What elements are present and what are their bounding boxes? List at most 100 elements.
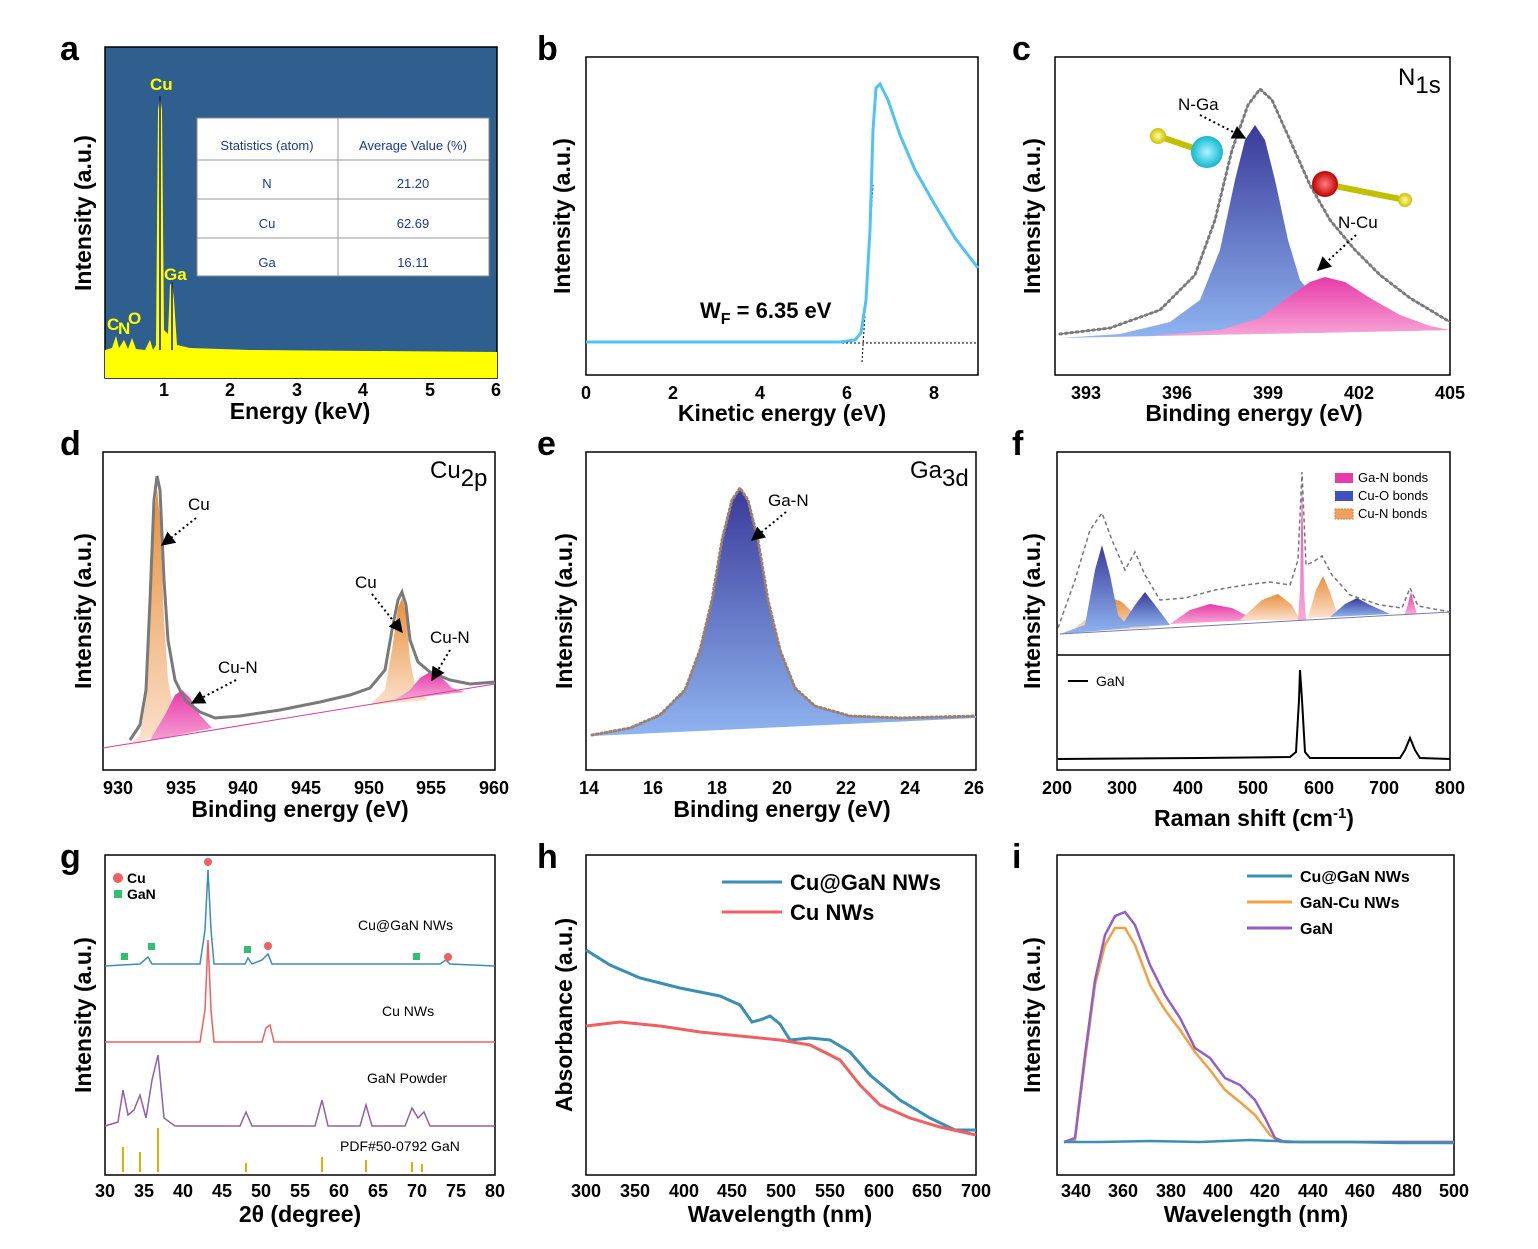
tick-label: 500 bbox=[1238, 778, 1268, 798]
peak-fill-ga-n-738 bbox=[1405, 592, 1417, 614]
x-ticks-c: 393 396 399 402 405 bbox=[1071, 383, 1465, 403]
y-axis-label-i: Intensity (a.u.) bbox=[1019, 937, 1045, 1093]
y-axis-label-g: Intensity (a.u.) bbox=[70, 937, 96, 1093]
panel-g: g Cu GaN Cu@GaN NWs Cu NWs GaN Powder PD… bbox=[60, 838, 505, 1227]
tick-label: 6 bbox=[491, 380, 501, 400]
peak-fill-ga-n-435 bbox=[1170, 604, 1255, 624]
cu-marker bbox=[444, 953, 452, 961]
panel-letter-i: i bbox=[1012, 838, 1021, 876]
tick-label: 20 bbox=[772, 778, 792, 798]
legend-label-cu-o: Cu-O bonds bbox=[1358, 488, 1429, 503]
arrow-n-cu bbox=[1316, 234, 1357, 271]
plot-frame-c bbox=[1054, 56, 1451, 376]
y-axis-label-f: Intensity (a.u.) bbox=[1019, 533, 1045, 689]
tick-label: 3 bbox=[292, 380, 302, 400]
legend-label-h-cu-gan: Cu@GaN NWs bbox=[790, 870, 941, 895]
tick-label: 50 bbox=[251, 1181, 271, 1201]
legend-label-gan-g: GaN bbox=[127, 886, 156, 902]
tick-label: 420 bbox=[1250, 1181, 1280, 1201]
panel-letter-a: a bbox=[60, 30, 80, 68]
trace-label-pdf: PDF#50-0792 GaN bbox=[340, 1138, 460, 1154]
work-function-annotation: WF = 6.35 eV bbox=[700, 298, 832, 328]
tick-label: 300 bbox=[571, 1181, 601, 1201]
legend-label-cu-n: Cu-N bonds bbox=[1358, 506, 1428, 521]
tick-label: 60 bbox=[329, 1181, 349, 1201]
atom-stats-table: Statistics (atom) Average Value (%) N 21… bbox=[196, 117, 490, 277]
x-axis-label-i: Wavelength (nm) bbox=[1164, 1201, 1348, 1227]
x-axis-label-d: Binding energy (eV) bbox=[191, 796, 408, 822]
panel-letter-d: d bbox=[60, 425, 81, 463]
tick-label: 600 bbox=[864, 1181, 894, 1201]
tick-label: 18 bbox=[707, 778, 727, 798]
panel-e: e Ga-N Ga3d 14 16 18 20 22 24 26 Binding… bbox=[537, 425, 984, 822]
tick-label: 405 bbox=[1435, 383, 1465, 403]
series-line-gan-raman bbox=[1057, 669, 1451, 760]
arrow-n-ga bbox=[1199, 114, 1247, 139]
series-line-i-cu-gan-nws bbox=[1064, 1138, 1454, 1145]
tick-label: 30 bbox=[95, 1181, 115, 1201]
series-line-h-cu-gan-nws bbox=[585, 948, 976, 1132]
tick-label: 75 bbox=[446, 1181, 466, 1201]
x-ticks-b: 0 2 4 6 8 bbox=[581, 383, 939, 403]
tick-label: 70 bbox=[407, 1181, 427, 1201]
tick-label: 1 bbox=[159, 380, 169, 400]
tick-label: 35 bbox=[134, 1181, 154, 1201]
cu-marker bbox=[204, 858, 212, 866]
tick-label: 480 bbox=[1392, 1181, 1422, 1201]
tick-label: 4 bbox=[358, 380, 368, 400]
label-cu-n-2: Cu-N bbox=[430, 628, 470, 647]
cu-marker bbox=[264, 942, 272, 950]
x-axis-label-e: Binding energy (eV) bbox=[673, 796, 890, 822]
y-axis-label-b: Intensity (a.u.) bbox=[549, 138, 575, 294]
peak-label-o: O bbox=[128, 309, 141, 328]
series-line-cu-gan-nws bbox=[104, 869, 496, 967]
tick-label: 360 bbox=[1108, 1181, 1138, 1201]
tick-label: 400 bbox=[669, 1181, 699, 1201]
peak-fill-cu-n-2 bbox=[395, 672, 465, 700]
tick-label: 5 bbox=[425, 380, 435, 400]
tick-label: 960 bbox=[479, 778, 509, 798]
tick-label: 40 bbox=[173, 1181, 193, 1201]
panel-h: h Cu@GaN NWs Cu NWs 300 350 400 450 500 … bbox=[537, 838, 991, 1227]
label-cu-2: Cu bbox=[355, 573, 377, 592]
y-axis-label-d: Intensity (a.u.) bbox=[70, 533, 96, 689]
legend-label-h-cu: Cu NWs bbox=[790, 900, 874, 925]
series-line-ga3d bbox=[590, 485, 978, 737]
peak-fill-n-cu bbox=[1060, 277, 1450, 338]
panel-b: b WF = 6.35 eV 0 2 4 6 8 Kinetic energy … bbox=[537, 30, 980, 426]
panel-f: f Ga-N bonds Cu-O bonds Cu-N bonds GaN 2… bbox=[1012, 425, 1465, 831]
tick-label: 500 bbox=[766, 1181, 796, 1201]
tick-label: 55 bbox=[290, 1181, 310, 1201]
tick-label: 440 bbox=[1298, 1181, 1328, 1201]
corner-label-ga3d: Ga3d bbox=[910, 457, 969, 492]
peak-fill-n-ga bbox=[1060, 125, 1450, 338]
corner-label-n1s: N1s bbox=[1398, 64, 1441, 99]
gan-marker bbox=[244, 946, 251, 953]
peak-fill-cu-o-272 bbox=[1060, 545, 1130, 634]
series-line-h-cu-nws bbox=[585, 1020, 977, 1137]
panel-c: c N-Ga N-Cu N1s 393 396 399 402 405 Bind… bbox=[1012, 30, 1465, 426]
x-axis-label-a: Energy (keV) bbox=[230, 398, 371, 424]
table-cell: N bbox=[262, 176, 271, 191]
legend-swatch-cu-n bbox=[1334, 508, 1354, 520]
table-cell: Ga bbox=[258, 255, 276, 270]
legend-label-i-cu-gan: Cu@GaN NWs bbox=[1300, 869, 1410, 886]
tick-label: 22 bbox=[836, 778, 856, 798]
x-ticks-a: 1 2 3 4 5 6 bbox=[159, 380, 501, 400]
x-axis-label-b: Kinetic energy (eV) bbox=[678, 400, 886, 426]
plot-frame-b bbox=[585, 56, 979, 376]
x-ticks-d: 930 935 940 945 950 955 960 bbox=[103, 778, 509, 798]
tick-label: 500 bbox=[1439, 1181, 1469, 1201]
plot-frame-g bbox=[104, 854, 496, 1176]
tick-label: 400 bbox=[1203, 1181, 1233, 1201]
tick-label: 399 bbox=[1253, 383, 1283, 403]
table-header-stat: Statistics (atom) bbox=[220, 138, 313, 153]
peak-fill-cu-o-332 bbox=[1120, 592, 1170, 628]
background-line-d bbox=[102, 683, 496, 749]
table-cell: Cu bbox=[259, 216, 276, 231]
legend-marker-cu bbox=[113, 873, 123, 883]
tick-label: 940 bbox=[228, 778, 258, 798]
gan-marker bbox=[413, 953, 420, 960]
peak-fill-cu-n-607 bbox=[1308, 576, 1338, 618]
tick-label: 550 bbox=[815, 1181, 845, 1201]
